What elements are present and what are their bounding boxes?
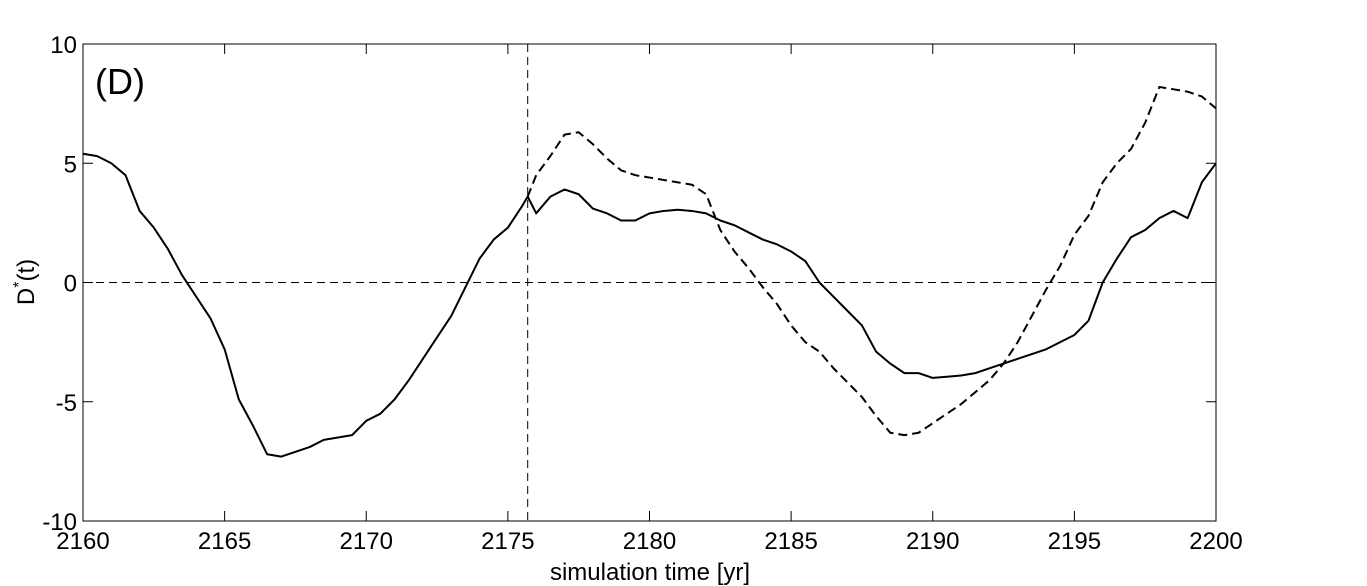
y-label-sup: * [11,282,28,288]
y-tick-label: 0 [64,271,77,298]
x-tick-label: 2195 [1048,528,1101,555]
y-tick-label: 5 [64,151,77,178]
x-tick-label: 2175 [481,528,534,555]
y-label-rest: (t) [13,259,40,282]
x-tick-label: 2200 [1189,528,1242,555]
y-tick-label: 10 [50,32,77,59]
x-tick-label: 2180 [623,528,676,555]
series-line [82,152,1217,458]
x-axis-label: simulation time [yr] [550,559,750,586]
series-line [526,85,1217,437]
x-tick-label: 2190 [906,528,959,555]
y-tick-label: -5 [56,390,77,417]
y-label-base: D [13,288,40,305]
x-tick-label: 2165 [198,528,251,555]
x-tick-label: 2160 [56,528,109,555]
x-tick-label: 2185 [764,528,817,555]
x-tick-label: 2170 [340,528,393,555]
y-tick-label: -10 [42,509,77,536]
panel-label: (D) [95,61,145,102]
y-axis-label: D*(t) [11,259,40,305]
